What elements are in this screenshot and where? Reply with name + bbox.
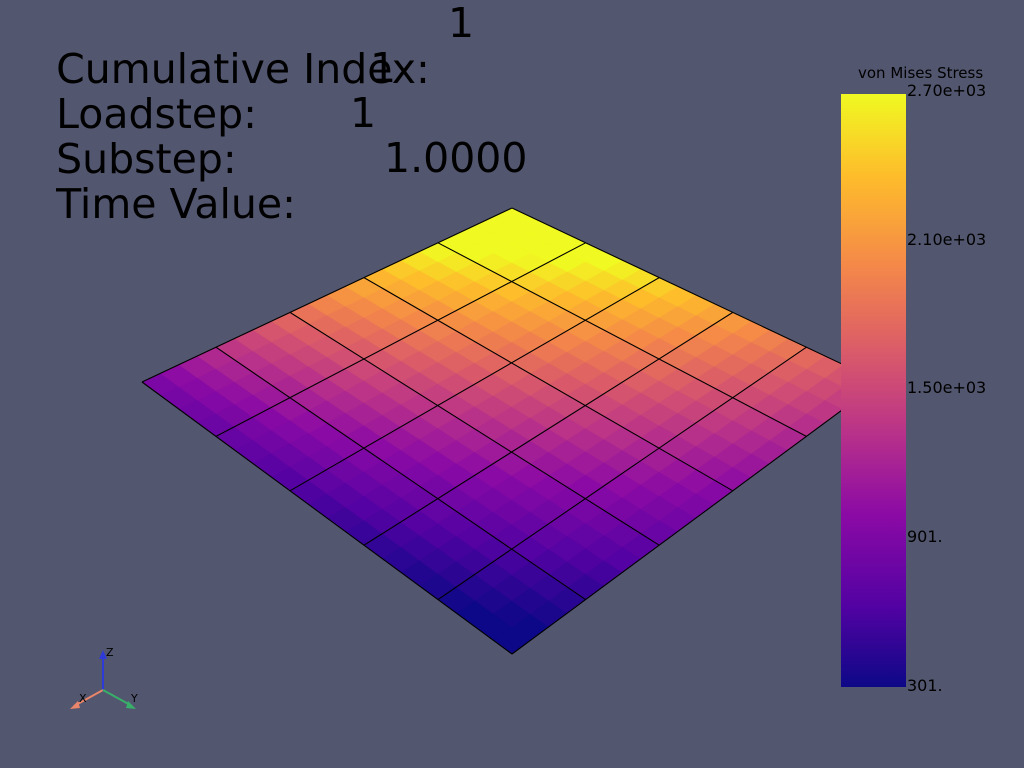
mesh-edge bbox=[511, 410, 841, 655]
mesh-edge bbox=[215, 242, 586, 437]
info-value: 1.0000 bbox=[384, 134, 528, 182]
mesh-edge bbox=[363, 277, 734, 492]
mesh-edge bbox=[141, 381, 513, 655]
info-label: Substep: bbox=[56, 135, 237, 183]
colorbar bbox=[841, 94, 906, 687]
z-axis-arrow-icon bbox=[99, 650, 107, 659]
y-axis-line bbox=[102, 689, 133, 707]
info-value: 1 bbox=[448, 0, 475, 47]
mesh-edge bbox=[289, 277, 660, 492]
mesh-edge bbox=[511, 207, 841, 365]
info-line-cumulative-index: Cumulative Index: 1 bbox=[4, 0, 474, 184]
info-value: 1 bbox=[350, 89, 377, 137]
mesh-edge bbox=[363, 311, 734, 546]
mesh-edge bbox=[437, 242, 807, 437]
info-line-time-value: Time Value: 1.0000 bbox=[4, 135, 527, 319]
x-axis-line bbox=[73, 689, 104, 707]
info-line-loadstep: Loadstep: 1 bbox=[4, 45, 396, 229]
mesh-edge bbox=[215, 346, 586, 601]
mesh-face bbox=[824, 387, 841, 409]
y-axis-label: Y bbox=[130, 692, 138, 705]
mesh-edge bbox=[289, 311, 660, 546]
z-axis-label: Z bbox=[106, 646, 114, 659]
x-axis-label: X bbox=[79, 692, 87, 705]
colorbar-tick: 1.50e+03 bbox=[907, 378, 987, 397]
colorbar-tick: 901. bbox=[907, 527, 943, 546]
info-label: Time Value: bbox=[56, 180, 296, 228]
colorbar-tick-min: 301. bbox=[907, 676, 943, 695]
info-label: Loadstep: bbox=[56, 90, 257, 138]
colorbar-tick-max: 2.70e+03 bbox=[907, 81, 987, 100]
colorbar-title: von Mises Stress bbox=[858, 64, 984, 82]
y-axis-arrow-icon bbox=[126, 701, 136, 709]
info-line-substep: Substep: 1 bbox=[4, 90, 376, 274]
mesh-plot bbox=[141, 207, 841, 655]
info-value: 1 bbox=[370, 44, 397, 92]
info-label: Cumulative Index: bbox=[56, 45, 430, 93]
orientation-axes: Z X Y bbox=[70, 646, 138, 709]
mesh-edge bbox=[141, 207, 513, 383]
x-axis-arrow-icon bbox=[70, 701, 80, 709]
mesh-face bbox=[824, 365, 841, 386]
mesh-edge bbox=[437, 346, 807, 601]
colorbar-tick: 2.10e+03 bbox=[907, 230, 987, 249]
